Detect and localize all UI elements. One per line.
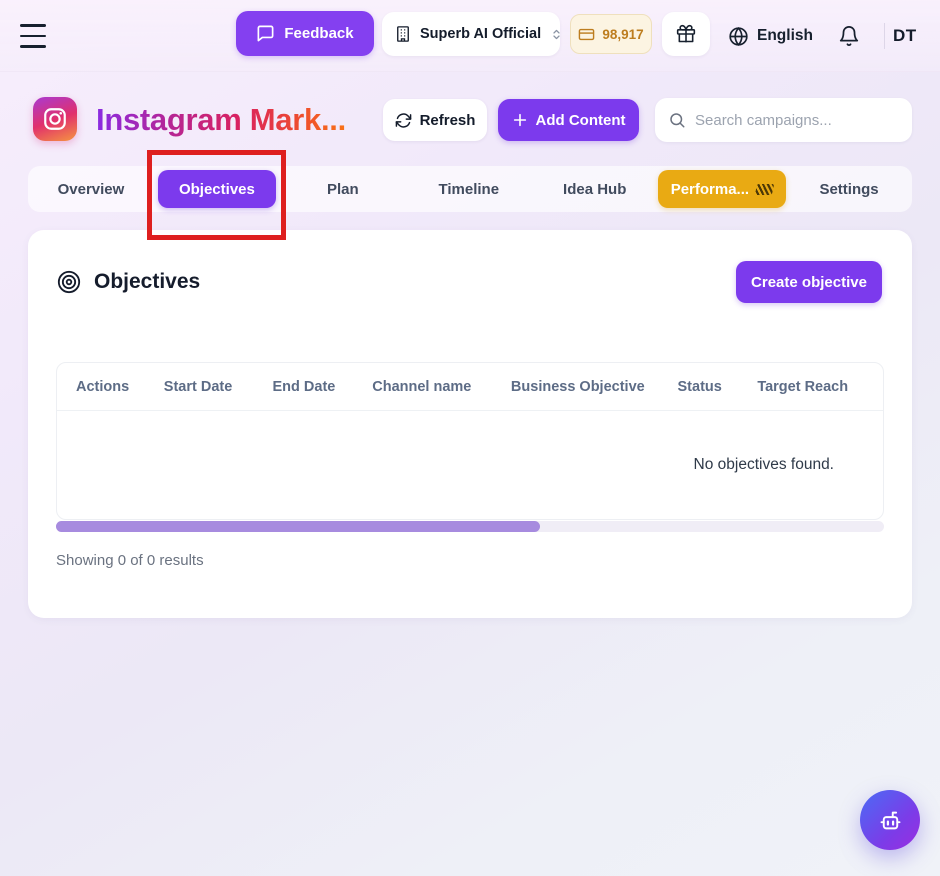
- table-header-row: Actions Start Date End Date Channel name…: [57, 363, 883, 411]
- feedback-label: Feedback: [284, 25, 354, 42]
- gift-button[interactable]: [662, 12, 710, 56]
- topbar-divider: [884, 23, 885, 49]
- column-header: Channel name: [372, 378, 472, 395]
- workspace-selector[interactable]: Superb AI Official: [382, 12, 560, 56]
- caret-sort-icon: [549, 27, 564, 42]
- assistant-fab[interactable]: [860, 790, 920, 850]
- page-title: Instagram Mark...: [96, 102, 346, 137]
- tab-label: Settings: [819, 180, 879, 198]
- tab-performance[interactable]: Performa...: [657, 166, 787, 212]
- avatar-initials: DT: [893, 26, 917, 45]
- tab-timeline[interactable]: Timeline: [406, 166, 532, 212]
- tab-label: Overview: [57, 180, 125, 198]
- target-icon: [56, 269, 82, 295]
- menu-icon[interactable]: [20, 24, 46, 48]
- add-content-label: Add Content: [535, 111, 626, 129]
- plus-icon: [512, 112, 528, 128]
- feedback-bubble-icon: [256, 24, 275, 43]
- credit-card-icon: [578, 26, 595, 43]
- create-objective-button[interactable]: Create objective: [736, 261, 882, 303]
- instagram-icon: [33, 97, 77, 141]
- campaign-tabbar: Overview Objectives Plan Timeline Idea H…: [28, 166, 912, 212]
- search-icon: [668, 111, 686, 129]
- gift-icon: [676, 24, 696, 44]
- tab-plan[interactable]: Plan: [280, 166, 406, 212]
- objectives-table: Actions Start Date End Date Channel name…: [56, 362, 884, 520]
- building-icon: [394, 25, 412, 43]
- column-header: Start Date: [163, 378, 233, 395]
- search-box: [655, 98, 912, 142]
- tab-label: Timeline: [438, 180, 500, 198]
- tab-overview[interactable]: Overview: [28, 166, 154, 212]
- column-header: Actions: [76, 378, 130, 395]
- empty-message: No objectives found.: [693, 456, 834, 473]
- refresh-label: Refresh: [419, 111, 476, 129]
- scrollbar-thumb[interactable]: [56, 521, 540, 532]
- empty-state-row: No objectives found.: [57, 411, 883, 519]
- tab-label: Plan: [327, 180, 359, 198]
- add-content-button[interactable]: Add Content: [498, 99, 639, 141]
- language-label: English: [757, 27, 813, 44]
- results-summary: Showing 0 of 0 results: [56, 552, 204, 569]
- tab-settings[interactable]: Settings: [786, 166, 912, 212]
- user-avatar[interactable]: DT: [893, 0, 917, 72]
- tab-label: Idea Hub: [563, 180, 627, 198]
- globe-icon: [728, 26, 749, 47]
- refresh-icon: [395, 112, 412, 129]
- language-selector[interactable]: English: [728, 0, 813, 72]
- tab-objectives[interactable]: Objectives: [154, 166, 280, 212]
- refresh-button[interactable]: Refresh: [383, 99, 487, 141]
- bell-icon: [838, 25, 860, 47]
- column-header: End Date: [272, 378, 336, 395]
- column-header: Status: [677, 378, 722, 395]
- workspace-name: Superb AI Official: [420, 26, 542, 42]
- robot-icon: [877, 807, 904, 834]
- search-input[interactable]: [695, 111, 899, 129]
- topbar: Feedback Superb AI Official 98,917 Engli…: [0, 0, 940, 72]
- construction-hatch-icon: [754, 183, 775, 195]
- horizontal-scrollbar[interactable]: [56, 521, 884, 532]
- card-title: Objectives: [94, 270, 201, 293]
- objectives-card: Objectives Create objective Actions Star…: [28, 230, 912, 618]
- tab-label: Objectives: [178, 180, 255, 198]
- credits-balance[interactable]: 98,917: [570, 14, 652, 54]
- feedback-button[interactable]: Feedback: [236, 11, 374, 56]
- notifications-button[interactable]: [838, 0, 860, 72]
- tab-idea-hub[interactable]: Idea Hub: [532, 166, 658, 212]
- credits-value: 98,917: [602, 26, 644, 42]
- column-header: Target Reach: [757, 378, 849, 395]
- column-header: Business Objective: [510, 378, 645, 395]
- tab-label: Performa...: [670, 180, 750, 198]
